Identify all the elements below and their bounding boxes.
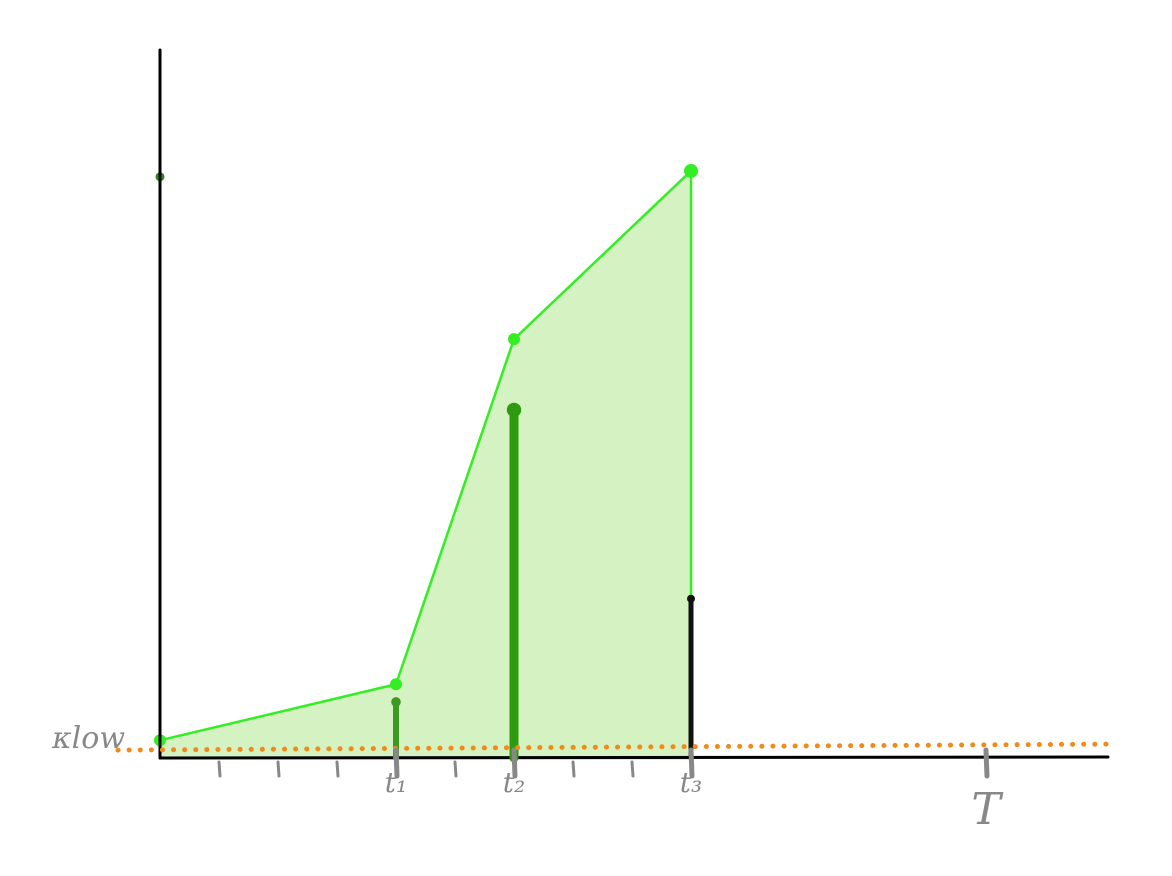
- threshold-layer: [115, 741, 1113, 753]
- tick-label: t₃: [680, 766, 702, 799]
- minor-tick: [571, 760, 576, 778]
- minor-tick: [276, 760, 281, 778]
- major-tick: [688, 747, 695, 779]
- threshold-label: κlow: [51, 721, 125, 756]
- label-layer: κlow t₁ t₂ t₃ T: [51, 721, 1004, 835]
- tick-layer: [217, 747, 990, 779]
- area-point: [684, 163, 698, 178]
- tick-label: t₂: [503, 766, 525, 799]
- spike-cap: [391, 697, 401, 707]
- area-layer: [154, 163, 698, 760]
- minor-tick: [335, 760, 340, 778]
- minor-tick: [217, 760, 222, 778]
- area-point: [508, 333, 520, 346]
- major-tick: [511, 747, 518, 779]
- minor-tick: [630, 760, 635, 778]
- minor-tick: [453, 760, 458, 778]
- tick-label: t₁: [385, 766, 407, 799]
- major-tick: [983, 747, 990, 779]
- area-fill: [158, 169, 693, 760]
- threshold-line: [115, 741, 1113, 753]
- tick-label: T: [971, 784, 1004, 835]
- x-axis-line: [158, 755, 1110, 760]
- major-tick: [393, 747, 400, 779]
- spike-cap: [687, 594, 695, 603]
- axes: [158, 48, 1110, 760]
- spike-cap: [506, 402, 522, 418]
- area-point: [390, 678, 402, 691]
